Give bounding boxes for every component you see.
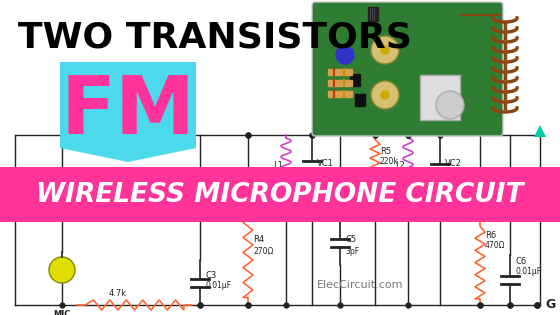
Circle shape	[381, 46, 389, 54]
Polygon shape	[534, 125, 546, 137]
Text: 0.01μF: 0.01μF	[515, 267, 541, 277]
Text: R4: R4	[253, 236, 264, 244]
Text: C5: C5	[345, 236, 356, 244]
Text: FM: FM	[60, 73, 195, 151]
Circle shape	[371, 36, 399, 64]
Text: G: G	[545, 299, 556, 312]
FancyBboxPatch shape	[312, 2, 503, 136]
Bar	[355, 94, 365, 106]
Text: TWO TRANSISTORS: TWO TRANSISTORS	[18, 21, 412, 55]
Text: L2: L2	[395, 161, 405, 169]
Polygon shape	[60, 62, 196, 162]
Text: 3pF: 3pF	[345, 247, 359, 255]
Bar	[420, 75, 460, 120]
Text: C3: C3	[205, 271, 216, 279]
Circle shape	[336, 46, 354, 64]
Circle shape	[436, 91, 464, 119]
Bar	[328, 91, 352, 97]
Text: C6: C6	[515, 257, 526, 266]
Text: 270Ω: 270Ω	[253, 248, 273, 256]
Circle shape	[381, 91, 389, 99]
Text: R5: R5	[380, 147, 391, 157]
Text: 4.7k: 4.7k	[109, 289, 127, 298]
Bar	[368, 7, 378, 21]
Text: WIRELESS MICROPHONE CIRCUIT: WIRELESS MICROPHONE CIRCUIT	[36, 181, 524, 208]
Circle shape	[371, 81, 399, 109]
Text: 470Ω: 470Ω	[485, 242, 506, 250]
Text: 220k: 220k	[380, 158, 399, 167]
Text: R6: R6	[485, 231, 496, 239]
Circle shape	[49, 257, 75, 283]
Text: VC1: VC1	[317, 158, 334, 168]
Text: 0.01μF: 0.01μF	[205, 280, 231, 289]
Text: L1: L1	[273, 161, 283, 169]
Bar	[328, 69, 352, 75]
Text: MIC: MIC	[53, 310, 71, 315]
Bar	[0, 167, 560, 222]
Bar	[328, 80, 352, 86]
Text: VC2: VC2	[445, 158, 462, 168]
Text: ElecCircuit.com: ElecCircuit.com	[317, 280, 403, 290]
Bar	[350, 74, 360, 86]
